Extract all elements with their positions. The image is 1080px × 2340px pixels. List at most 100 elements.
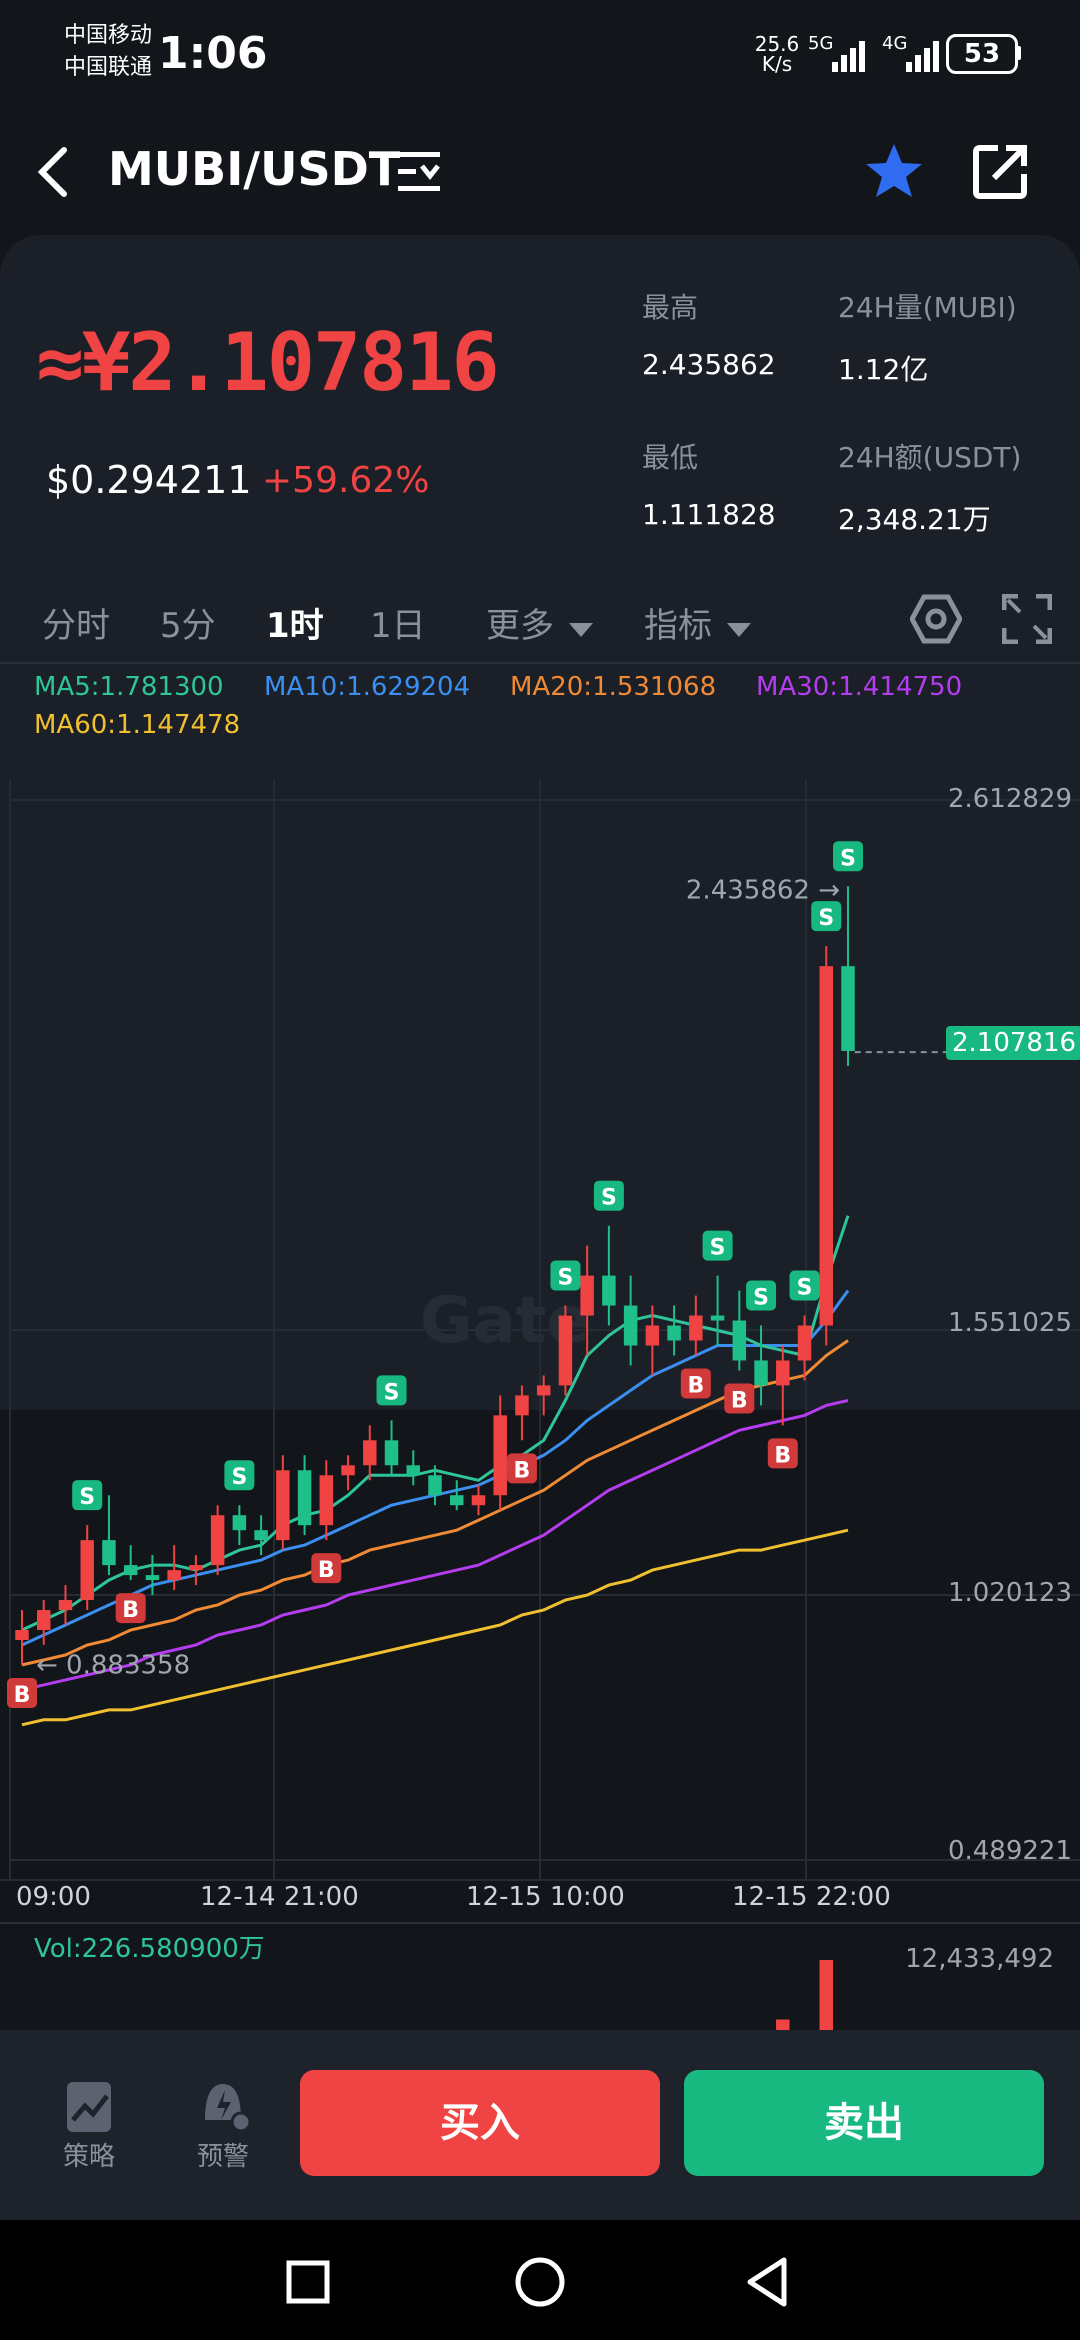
carrier-1: 中国移动	[64, 23, 153, 48]
candle-body[interactable]	[232, 1515, 247, 1531]
candle-body[interactable]	[536, 1385, 551, 1396]
candle-body[interactable]	[819, 966, 834, 1326]
network-4g-label: 4G	[882, 33, 908, 54]
candle-body[interactable]	[797, 1325, 812, 1361]
speed-value: 25.6	[754, 32, 800, 56]
candle-body[interactable]	[710, 1315, 725, 1321]
strategy-icon	[67, 2082, 111, 2132]
tabs-divider	[0, 662, 1080, 664]
y-tick-label: 1.020123	[947, 1578, 1072, 1608]
tab-timeshare[interactable]: 分时	[42, 606, 110, 646]
strategy-label: 策略	[62, 2142, 115, 2172]
signal-letter: S	[557, 1266, 573, 1291]
candle-body[interactable]	[623, 1305, 638, 1346]
current-price: ≈¥2.107816	[36, 316, 500, 409]
tab-more[interactable]: 更多	[486, 598, 593, 647]
tab-1day[interactable]: 1日	[370, 606, 426, 646]
tab-indicators-label: 指标	[644, 606, 712, 646]
page-title[interactable]: MUBI/USDT	[108, 142, 401, 196]
buy-signal-marker	[506, 1453, 537, 1484]
signal-icon	[832, 41, 865, 72]
candle-body[interactable]	[36, 1610, 51, 1631]
star-icon[interactable]	[864, 142, 924, 200]
candle-body[interactable]	[841, 966, 855, 1051]
candle-body[interactable]	[80, 1540, 94, 1601]
ma10-legend: MA10:1.629204	[264, 672, 471, 702]
settings-hexagon-icon[interactable]	[910, 594, 962, 644]
sell-button[interactable]: 卖出	[684, 2070, 1044, 2176]
network-5g-label: 5G	[808, 33, 834, 54]
candle-body[interactable]	[667, 1325, 681, 1341]
current-price-tag: 2.107816	[946, 1026, 1080, 1060]
candle-body[interactable]	[15, 1630, 29, 1640]
back-icon[interactable]	[744, 2256, 790, 2308]
candle-body[interactable]	[384, 1440, 399, 1466]
candle-body[interactable]	[167, 1570, 181, 1581]
candle-body[interactable]	[363, 1440, 377, 1466]
low-label: 最低	[642, 441, 699, 474]
signal-letter: S	[710, 1236, 726, 1261]
signal-letter: S	[797, 1276, 813, 1301]
candle-body[interactable]	[319, 1475, 334, 1526]
candle-body[interactable]	[428, 1475, 442, 1496]
candle-body[interactable]	[689, 1315, 703, 1341]
candle-body[interactable]	[558, 1315, 573, 1386]
signal-letter: S	[231, 1465, 247, 1490]
clock: 1:06	[158, 28, 268, 79]
candle-body[interactable]	[123, 1565, 138, 1576]
candle-body[interactable]	[102, 1540, 116, 1566]
buy-button[interactable]: 买入	[300, 2070, 660, 2176]
battery-indicator: 53	[946, 34, 1018, 74]
tab-indicators[interactable]: 指标	[644, 598, 751, 647]
speed-unit: K/s	[761, 52, 793, 76]
signal-letter: S	[818, 906, 834, 931]
sell-signal-marker	[789, 1270, 820, 1301]
candle-body[interactable]	[297, 1470, 312, 1526]
candle-body[interactable]	[341, 1465, 355, 1476]
back-arrow-icon[interactable]	[34, 146, 70, 198]
alert-button[interactable]: 预警	[186, 2076, 260, 2173]
candle-body[interactable]	[732, 1320, 747, 1361]
buy-signal-marker	[724, 1383, 755, 1414]
volume-label: Vol:226.580900万	[34, 1934, 265, 1964]
x-tick-label: 12-15 10:00	[466, 1882, 625, 1912]
candle-body[interactable]	[145, 1575, 160, 1581]
candle-body[interactable]	[449, 1495, 464, 1506]
tab-1hour[interactable]: 1时	[266, 606, 324, 646]
signal-letter: S	[753, 1286, 769, 1311]
candle-body[interactable]	[276, 1470, 290, 1541]
candle-body[interactable]	[754, 1360, 768, 1386]
high-label: 最高	[642, 291, 699, 324]
strategy-button[interactable]: 策略	[52, 2076, 126, 2173]
candle-body[interactable]	[189, 1565, 203, 1571]
y-tick-label: 0.489221	[947, 1836, 1072, 1866]
candle-body[interactable]	[471, 1495, 486, 1506]
fullscreen-icon[interactable]	[1002, 594, 1052, 644]
candle-body[interactable]	[254, 1530, 268, 1541]
candle-body[interactable]	[406, 1465, 421, 1476]
tab-5min[interactable]: 5分	[160, 606, 216, 646]
list-menu-icon[interactable]	[398, 150, 444, 194]
candle-body[interactable]	[776, 1360, 790, 1386]
sell-signal-marker	[811, 901, 842, 932]
candle-body[interactable]	[645, 1325, 660, 1346]
home-icon[interactable]	[514, 2256, 566, 2308]
buy-signal-marker	[311, 1553, 342, 1584]
candle-body[interactable]	[602, 1275, 616, 1306]
sell-signal-marker	[593, 1180, 624, 1211]
signal-letter: B	[774, 1443, 791, 1468]
candle-body[interactable]	[58, 1600, 73, 1611]
ma5-line	[21, 1215, 850, 1632]
share-icon[interactable]	[972, 142, 1030, 200]
candle-body[interactable]	[580, 1275, 594, 1316]
candle-body[interactable]	[210, 1515, 225, 1566]
carrier-2: 中国联通	[64, 55, 153, 80]
x-tick-label: 09:00	[16, 1882, 91, 1912]
buy-signal-marker	[680, 1368, 711, 1399]
recent-apps-icon[interactable]	[286, 2260, 330, 2304]
ma30-line	[21, 1398, 849, 1692]
candle-body[interactable]	[493, 1415, 507, 1496]
candle-body[interactable]	[515, 1395, 529, 1416]
y-tick-label: 1.551025	[947, 1308, 1072, 1338]
